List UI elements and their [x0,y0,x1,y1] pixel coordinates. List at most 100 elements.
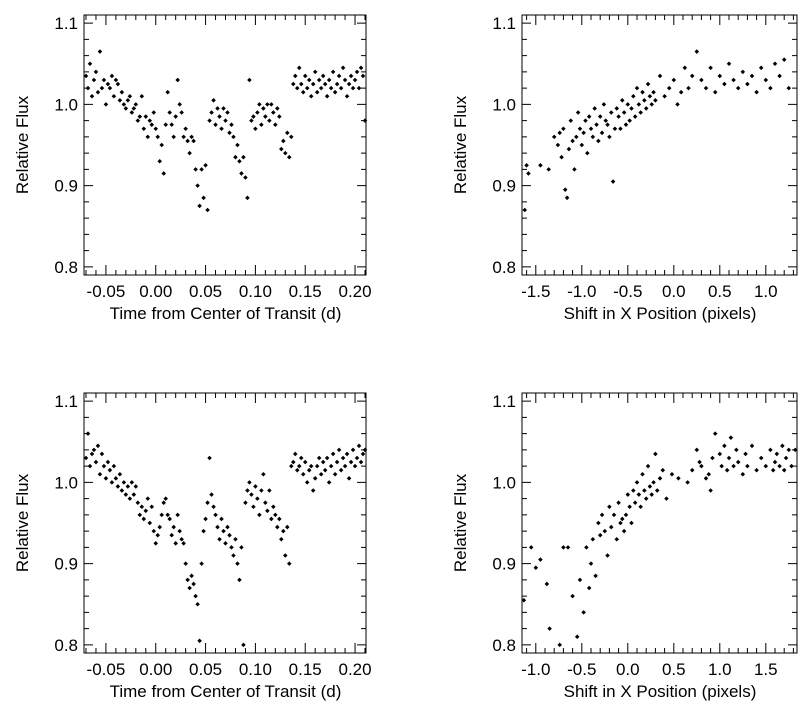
data-point [564,195,570,201]
x-tick-label: 0.05 [189,282,222,301]
data-point [215,106,220,111]
data-point [754,467,759,473]
data-point [586,114,592,119]
data-point [570,138,575,144]
y-tick-label: 0.9 [54,555,78,574]
data-point [717,73,723,79]
data-point [522,207,528,213]
data-point [177,102,182,107]
data-point [740,69,746,75]
data-point [352,77,358,83]
data-point [205,500,210,505]
data-point [312,69,318,75]
data-point [143,508,149,514]
data-point [657,476,663,481]
data-point [255,496,260,501]
data-point [135,118,141,123]
data-point [167,516,172,522]
data-point [612,126,618,132]
data-point [95,89,101,95]
data-point [625,492,631,497]
data-point [111,93,117,99]
data-point [290,81,296,87]
data-point [629,520,634,526]
data-point [209,492,214,497]
data-point [649,102,654,107]
data-point [159,142,164,148]
x-tick-label: 0.5 [662,660,686,679]
data-point [247,480,252,485]
data-point [697,459,702,465]
data-point [145,496,151,501]
data-point [151,528,157,534]
plot-panel-1: 0.8 0.9 1.0 1.1 -0.05 0.00 0.05 0.10 0.15 0.20 Tim… [13,14,372,323]
data-point [97,471,103,477]
data-point [197,638,202,644]
data-point [191,138,196,144]
data-point [640,89,645,95]
data-point [103,476,109,481]
data-point [153,541,159,546]
data-point [109,73,115,79]
data-point [259,122,264,127]
data-point [772,61,778,67]
data-point [195,183,200,188]
data-point [596,138,601,144]
data-point [669,471,675,477]
y-tick-label: 1.1 [54,14,78,33]
data-point [722,443,727,449]
data-point [185,138,190,144]
data-point [310,488,316,493]
y-tick-label: 1.1 [54,392,78,411]
data-point [621,110,627,115]
data-point [189,134,194,140]
data-point [195,601,200,607]
data-point [772,459,778,465]
data-point [111,463,117,469]
data-point [257,512,262,518]
data-point [770,467,776,473]
data-point [324,93,330,99]
data-point [717,451,723,457]
data-point [217,536,222,542]
data-point [570,593,575,599]
data-point [169,122,174,127]
data-point [135,500,141,505]
data-point [354,69,360,75]
data-point [699,77,704,83]
data-point [181,541,186,546]
data-point [179,110,184,115]
data-point [251,114,256,119]
data-point [354,455,360,461]
data-point [336,447,342,453]
data-point [664,496,669,501]
data-point [165,89,170,95]
data-point [616,500,621,505]
data-point [710,455,715,461]
data-point [149,504,155,510]
data-point [599,130,605,136]
data-point [568,118,574,123]
x-tick-label: -0.5 [567,660,596,679]
data-point [538,557,543,562]
data-point [191,581,196,587]
data-point [243,500,248,505]
data-point [169,532,174,538]
data-point [699,463,704,469]
data-point [85,85,91,91]
data-point [666,85,672,91]
data-point [322,467,328,473]
data-point [225,524,230,530]
data-point [581,610,586,615]
data-point [763,463,769,469]
data-point [608,110,614,115]
data-point [91,447,97,453]
data-point [193,593,198,599]
data-point [247,77,252,83]
data-point [285,130,290,136]
data-point [636,102,642,107]
plot-panel-2: 0.8 0.9 1.0 1.1 -1.5 -1.0 -0.5 0.0 0.5 1.0 Shift i… [451,14,798,323]
data-point [533,565,539,570]
data-point [157,524,162,530]
data-point [777,73,782,79]
